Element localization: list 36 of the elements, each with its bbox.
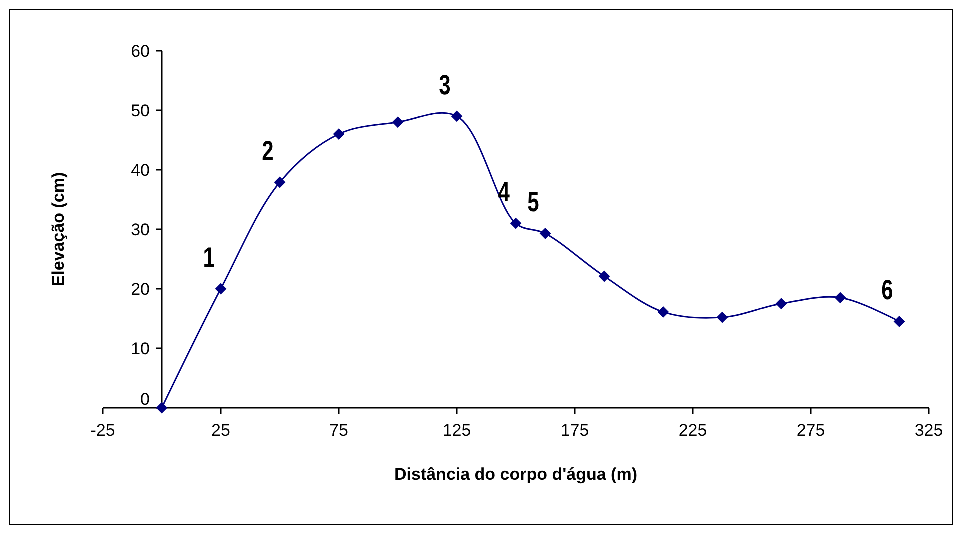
point [540, 228, 551, 240]
x-tick-label: 275 [796, 421, 826, 440]
point [658, 306, 669, 318]
y-tick-label: 20 [131, 280, 150, 299]
point [274, 176, 286, 188]
x-tick-label: 25 [212, 421, 230, 440]
point [894, 316, 905, 328]
point [392, 116, 404, 128]
point [835, 292, 846, 304]
x-tick-label: 325 [914, 421, 944, 440]
annotation: 4 [498, 178, 510, 208]
x-axis-title: Distância do corpo d'água (m) [394, 465, 638, 484]
point [452, 110, 462, 122]
y-axis-title: Elevação (cm) [49, 172, 68, 287]
y-tick-label: 0 [140, 390, 150, 409]
x-tick-label: 175 [560, 421, 590, 440]
y-tick-label: 40 [131, 161, 150, 180]
point [510, 218, 522, 230]
point [717, 312, 728, 324]
point [334, 128, 344, 140]
point [776, 298, 787, 310]
annotation: 2 [262, 136, 274, 168]
point [216, 284, 226, 294]
x-tick-label: -25 [90, 421, 116, 440]
annotation: 3 [439, 70, 451, 102]
y-tick-label: 30 [131, 220, 150, 240]
annotation: 5 [528, 188, 540, 218]
y-tick-label: 60 [131, 42, 150, 61]
y-tick-label: 10 [131, 340, 150, 358]
annotation: 6 [882, 276, 894, 307]
point [599, 271, 610, 282]
y-tick-label: 50 [131, 102, 150, 120]
annotation: 1 [203, 243, 216, 274]
x-tick-label: 125 [442, 421, 472, 440]
x-tick-label: 225 [678, 421, 708, 440]
x-tick-label: 75 [330, 421, 348, 440]
